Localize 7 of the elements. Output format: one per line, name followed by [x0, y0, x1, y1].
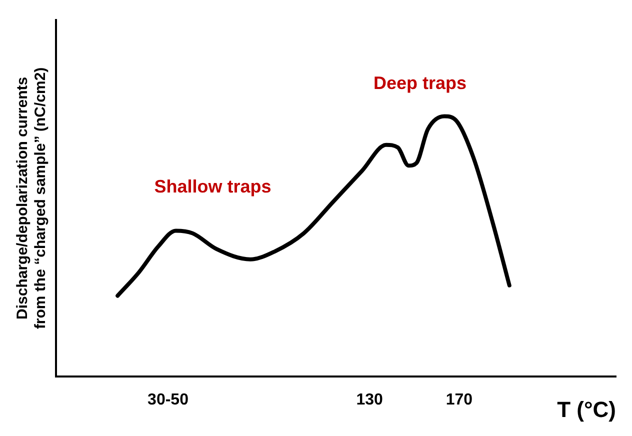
x-axis-title: T (°C): [557, 396, 616, 422]
text: Deep traps: [373, 73, 467, 94]
annotation: Shallow traps: [154, 176, 272, 196]
x-tick-label: 170: [446, 391, 473, 408]
x-tick-label: 130: [356, 391, 384, 408]
x-tick-label: 30-50: [148, 391, 189, 408]
y-axis-title: Discharge/depolarization currents from the “charged sample” (nC/cm2): [14, 67, 50, 330]
